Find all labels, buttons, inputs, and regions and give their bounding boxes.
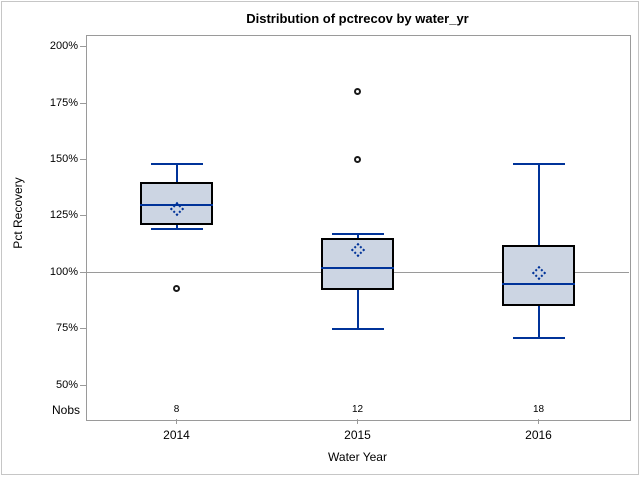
upper-whisker-stem [537,163,540,246]
lower-whisker-cap [150,228,203,231]
lower-whisker-cap [512,336,565,339]
y-tick-label: 50% [55,378,78,391]
category-label: 2016 [525,428,552,442]
y-tick-label: 200% [49,40,78,53]
upper-whisker-stem [175,163,178,182]
y-tick-label: 100% [49,265,78,278]
category-label: 2015 [344,428,371,442]
category-label: 2014 [163,428,190,442]
median-line [140,203,213,206]
x-tick-mark [357,419,358,424]
y-tick-mark [80,158,86,160]
x-axis-title: Water Year [328,450,387,464]
outlier-point [354,155,361,163]
y-tick-mark [80,384,86,386]
y-tick-mark [80,215,86,217]
nobs-value: 12 [351,404,364,415]
upper-whisker-stem [356,233,359,239]
nobs-value: 8 [173,404,180,415]
y-axis-title: Pct Recovery [11,177,25,249]
upper-whisker-cap [512,162,565,165]
box-2014 [140,182,213,225]
y-tick-mark [80,102,86,104]
upper-whisker-cap [150,162,203,165]
nobs-value: 18 [532,404,545,415]
y-tick-label: 150% [49,152,78,165]
box-2016 [502,245,575,307]
median-line [321,266,394,269]
x-tick-mark [176,419,177,424]
y-tick-label: 125% [49,209,78,222]
lower-whisker-stem [175,224,178,230]
median-line [502,282,575,285]
lower-whisker-stem [537,306,540,338]
y-tick-mark [80,271,86,273]
upper-whisker-cap [331,232,384,235]
chart-title: Distribution of pctrecov by water_yr [246,11,469,26]
y-tick-mark [80,328,86,330]
y-tick-mark [80,46,86,48]
outlier-point [173,284,180,292]
y-tick-label: 75% [55,322,78,335]
outlier-point [354,88,361,96]
y-tick-label: 175% [49,96,78,109]
x-tick-mark [538,419,539,424]
lower-whisker-cap [331,327,384,330]
lower-whisker-stem [356,290,359,329]
nobs-row-label: Nobs [51,403,80,417]
box-2015 [321,238,394,291]
